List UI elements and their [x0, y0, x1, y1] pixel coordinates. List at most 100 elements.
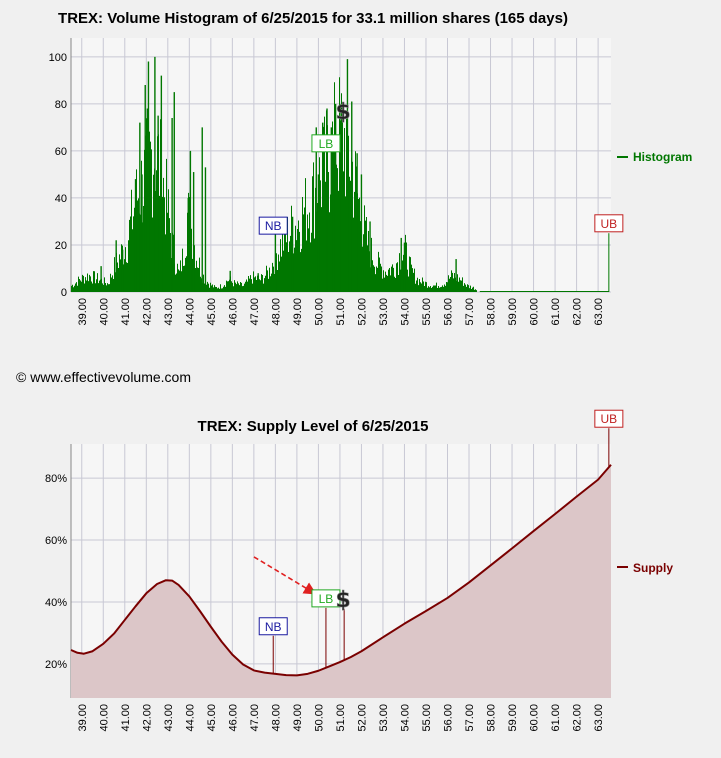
supply-line	[70, 464, 612, 677]
y-tick-label: 0	[61, 287, 67, 299]
x-tick-label: 53.00	[378, 298, 390, 326]
nb-marker-box	[258, 617, 288, 636]
x-tick-label: 39.00	[77, 298, 89, 326]
supply-markers: NB LB $ UB	[253, 409, 624, 674]
supply-area-fill	[71, 464, 611, 698]
x-tick-label: 60.00	[529, 704, 541, 732]
x-tick-label: 41.00	[120, 298, 132, 326]
supply-legend: Supply	[617, 561, 673, 575]
dollar-marker: $	[335, 588, 350, 613]
x-tick-label: 48.00	[270, 298, 282, 326]
lb-pointer-arrow	[253, 556, 317, 595]
x-tick-label: 49.00	[292, 704, 304, 732]
x-tick-label: 51.00	[335, 298, 347, 326]
supply-legend-label: Supply	[633, 561, 673, 575]
ub-marker-label: UB	[601, 412, 618, 426]
copyright-notice: © www.effectivevolume.com	[16, 369, 192, 385]
x-tick-label: 46.00	[227, 298, 239, 326]
nb-marker: NB	[258, 216, 288, 235]
x-tick-label: 61.00	[550, 298, 562, 326]
nb-marker-label: NB	[265, 219, 282, 233]
x-tick-label: 43.00	[163, 704, 175, 732]
x-tick-label: 47.00	[249, 298, 261, 326]
ub-marker-label: UB	[601, 217, 618, 231]
histogram-legend-label: Histogram	[633, 150, 692, 164]
ub-marker: UB	[594, 409, 624, 428]
x-tick-label: 57.00	[464, 298, 476, 326]
y-tick-label: 100	[49, 52, 67, 64]
x-tick-label: 55.00	[421, 704, 433, 732]
x-tick-label: 49.00	[292, 298, 304, 326]
x-tick-label: 47.00	[249, 704, 261, 732]
nb-marker-box	[258, 216, 288, 235]
x-tick-label: 62.00	[572, 298, 584, 326]
y-tick-label: 80%	[45, 473, 67, 485]
x-tick-label: 63.00	[593, 298, 605, 326]
y-tick-label: 20%	[45, 659, 67, 671]
histogram-x-ticks: 39.00 40.00 41.00 42.00 43.00 44.00 45.00 46.00…	[77, 298, 605, 326]
x-tick-label: 50.00	[313, 298, 325, 326]
x-tick-label: 53.00	[378, 704, 390, 732]
x-tick-label: 61.00	[550, 704, 562, 732]
lb-marker: LB	[311, 589, 341, 608]
y-tick-label: 80	[55, 99, 67, 111]
x-tick-label: 44.00	[184, 704, 196, 732]
nb-marker-label: NB	[265, 620, 282, 634]
x-tick-label: 48.00	[270, 704, 282, 732]
x-tick-label: 52.00	[356, 298, 368, 326]
supply-title: TREX: Supply Level of 6/25/2015	[198, 418, 429, 435]
lb-marker: LB	[311, 134, 341, 153]
histogram-y-ticks: 0 20 40 60 80 100	[49, 52, 67, 299]
x-tick-label: 54.00	[399, 298, 411, 326]
x-tick-label: 44.00	[184, 298, 196, 326]
histogram-markers: NB LB$ UB	[258, 100, 624, 235]
x-tick-label: 62.00	[572, 704, 584, 732]
x-tick-label: 56.00	[442, 298, 454, 326]
x-tick-label: 42.00	[141, 298, 153, 326]
ub-marker: UB	[594, 214, 624, 233]
y-tick-label: 60%	[45, 535, 67, 547]
ub-marker-box	[594, 214, 624, 233]
x-tick-label: 56.00	[442, 704, 454, 732]
x-tick-label: 54.00	[399, 704, 411, 732]
x-tick-label: 50.00	[313, 704, 325, 732]
y-tick-label: 20	[55, 240, 67, 252]
supply-y-ticks: 20% 40% 60% 80%	[45, 473, 67, 671]
histogram-chart: TREX: Volume Histogram of 6/25/2015 for …	[49, 10, 693, 326]
supply-area	[70, 464, 612, 698]
lb-marker-label: LB	[319, 137, 334, 151]
x-tick-label: 60.00	[529, 298, 541, 326]
lb-marker-box	[311, 589, 341, 608]
x-tick-label: 42.00	[141, 704, 153, 732]
x-tick-label: 40.00	[98, 704, 110, 732]
x-tick-label: 40.00	[98, 298, 110, 326]
supply-chart: TREX: Supply Level of 6/25/2015 20% 40% 60…	[45, 409, 673, 732]
x-tick-label: 58.00	[486, 298, 498, 326]
dollar-marker: $	[335, 100, 350, 125]
nb-marker: NB	[258, 617, 288, 636]
x-tick-label: 46.00	[227, 704, 239, 732]
lb-marker-box	[311, 134, 341, 153]
x-tick-label: 58.00	[486, 704, 498, 732]
x-tick-label: 57.00	[464, 704, 476, 732]
x-tick-label: 51.00	[335, 704, 347, 732]
x-tick-label: 63.00	[593, 704, 605, 732]
ub-marker-box	[594, 409, 624, 428]
supply-x-ticks: 39.00 40.00 41.00 42.00 43.00 44.00 45.00 46.00…	[77, 704, 605, 732]
y-tick-label: 40%	[45, 597, 67, 609]
x-tick-label: 59.00	[507, 704, 519, 732]
histogram-bars	[71, 56, 610, 292]
x-tick-label: 41.00	[120, 704, 132, 732]
x-tick-label: 59.00	[507, 298, 519, 326]
histogram-legend: Histogram	[617, 150, 692, 164]
x-tick-label: 55.00	[421, 298, 433, 326]
x-tick-label: 52.00	[356, 704, 368, 732]
y-tick-label: 60	[55, 146, 67, 158]
y-tick-label: 40	[55, 193, 67, 205]
x-tick-label: 45.00	[206, 704, 218, 732]
histogram-title: TREX: Volume Histogram of 6/25/2015 for …	[58, 10, 568, 27]
lb-marker-label: LB	[319, 592, 334, 606]
x-tick-label: 39.00	[77, 704, 89, 732]
x-tick-label: 43.00	[163, 298, 175, 326]
